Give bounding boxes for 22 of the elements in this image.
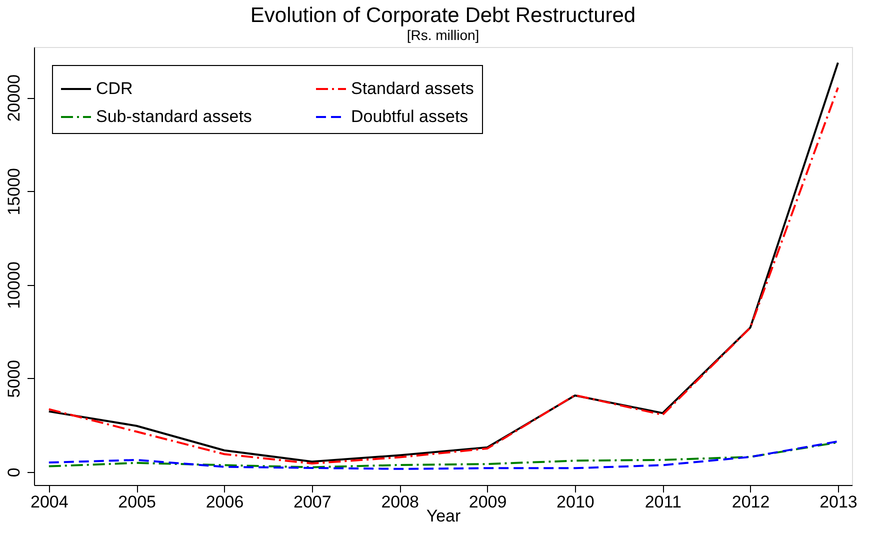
- x-tick-label: 2004: [30, 492, 68, 512]
- legend-label: Sub-standard assets: [96, 107, 252, 126]
- x-tick-label: 2013: [820, 492, 858, 512]
- x-tick-label: 2007: [294, 492, 332, 512]
- x-tick-label: 2012: [732, 492, 770, 512]
- y-tick-label: 10000: [4, 262, 24, 309]
- x-tick-label: 2008: [381, 492, 420, 512]
- legend-label: Standard assets: [351, 79, 474, 98]
- x-tick-label: 2009: [468, 492, 507, 512]
- y-tick-label: 5000: [4, 360, 24, 398]
- chart-title: Evolution of Corporate Debt Restructured: [250, 4, 636, 27]
- y-tick-label: 0: [4, 468, 24, 478]
- chart-subtitle: [Rs. million]: [406, 27, 480, 43]
- x-tick-label: 2010: [556, 492, 594, 512]
- legend-label: Doubtful assets: [351, 107, 468, 126]
- x-axis-title: Year: [426, 506, 462, 526]
- x-tick-label: 2011: [644, 492, 682, 512]
- y-tick-label: 15000: [4, 168, 24, 216]
- x-tick-label: 2005: [118, 492, 156, 512]
- legend-label: CDR: [96, 79, 133, 98]
- y-tick-label: 20000: [4, 74, 24, 122]
- x-tick-label: 2006: [206, 492, 244, 512]
